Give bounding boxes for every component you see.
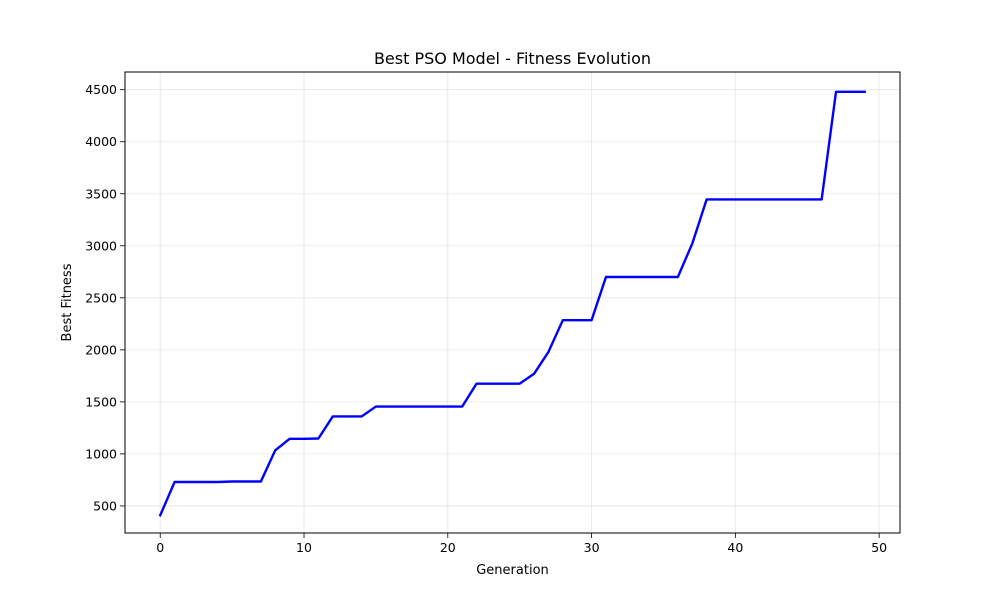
series-layer bbox=[158, 90, 866, 517]
plot-frame bbox=[124, 71, 901, 534]
series-line-0 bbox=[158, 90, 866, 517]
y-tick-label: 2000 bbox=[85, 342, 117, 357]
y-tick-label: 1000 bbox=[85, 446, 117, 461]
x-tick-label: 0 bbox=[156, 540, 164, 555]
y-tick-label: 4000 bbox=[85, 134, 117, 149]
y-tick-label: 1500 bbox=[85, 394, 117, 409]
y-tick-label: 500 bbox=[93, 498, 117, 513]
x-tick-label: 30 bbox=[584, 540, 600, 555]
grid bbox=[125, 72, 900, 533]
x-tick-label: 50 bbox=[871, 540, 887, 555]
y-tick-label: 3000 bbox=[85, 238, 117, 253]
chart-title: Best PSO Model - Fitness Evolution bbox=[374, 49, 651, 68]
ticks: 0 10 20 30 40 50 500 1000 1500 2000 2500 3000 3500 40… bbox=[85, 82, 887, 555]
x-tick-label: 10 bbox=[296, 540, 312, 555]
x-tick-label: 40 bbox=[727, 540, 743, 555]
x-tick-label: 20 bbox=[440, 540, 456, 555]
y-tick-label: 2500 bbox=[85, 290, 117, 305]
y-tick-label: 4500 bbox=[85, 82, 117, 97]
x-axis-label: Generation bbox=[476, 563, 549, 578]
y-tick-label: 3500 bbox=[85, 186, 117, 201]
y-axis-label: Best Fitness bbox=[60, 263, 75, 341]
